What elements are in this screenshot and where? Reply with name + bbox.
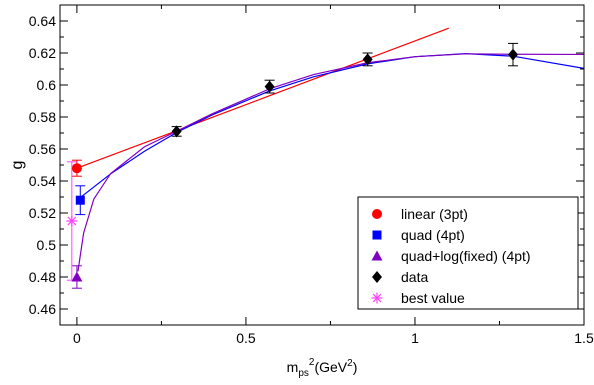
data-point <box>362 53 373 66</box>
data-point <box>71 163 82 174</box>
data-point <box>75 195 85 205</box>
legend-item: linear (3pt) <box>372 206 468 222</box>
x-tick-label: 1 <box>411 330 419 346</box>
legend-item: data <box>372 269 428 285</box>
y-tick-label: 0.62 <box>29 45 56 61</box>
legend-label: best value <box>401 290 465 306</box>
legend: linear (3pt) quad (4pt) quad+log(fixed) (4… <box>357 196 579 310</box>
legend-item: quad+log(fixed) (4pt) <box>371 248 531 264</box>
x-tick-label: 1.5 <box>574 330 594 346</box>
legend-marker <box>372 230 382 240</box>
y-axis-label: g <box>9 161 26 170</box>
legend-label: quad+log(fixed) (4pt) <box>401 248 531 264</box>
x-axis-label: mps2(GeV2) <box>287 357 358 379</box>
legend-label: data <box>401 269 428 285</box>
x-tick-label: 0 <box>73 330 81 346</box>
y-tick-label: 0.64 <box>29 13 56 29</box>
y-tick-label: 0.56 <box>29 141 56 157</box>
axes: 0 0.5 1 1.5 0.46 0.48 0.5 0.52 0.54 0.56 0.58 0.6 0.… <box>29 5 594 346</box>
fit-curves <box>76 27 584 272</box>
y-tick-label: 0.46 <box>29 301 56 317</box>
y-tick-label: 0.52 <box>29 205 56 221</box>
fit-curve <box>77 53 584 272</box>
data-point <box>71 271 83 282</box>
legend-item: best value <box>371 290 465 306</box>
data-point <box>66 215 78 227</box>
data-point <box>264 80 275 93</box>
legend-marker <box>371 250 383 261</box>
y-tick-label: 0.48 <box>29 269 56 285</box>
y-tick-label: 0.5 <box>37 237 57 253</box>
legend-marker <box>371 292 383 304</box>
x-tick-label: 0.5 <box>236 330 256 346</box>
data-point <box>508 48 519 61</box>
legend-item: quad (4pt) <box>372 227 465 243</box>
data-points <box>66 48 519 282</box>
legend-label: linear (3pt) <box>401 206 468 222</box>
fit-curve <box>76 53 584 201</box>
data-point <box>171 125 182 138</box>
legend-marker <box>372 209 382 219</box>
y-tick-label: 0.58 <box>29 109 56 125</box>
legend-box <box>357 196 579 310</box>
legend-marker <box>372 271 382 283</box>
y-tick-label: 0.54 <box>29 173 56 189</box>
fit-curve <box>76 27 449 169</box>
y-tick-label: 0.6 <box>37 77 57 93</box>
legend-label: quad (4pt) <box>401 227 465 243</box>
